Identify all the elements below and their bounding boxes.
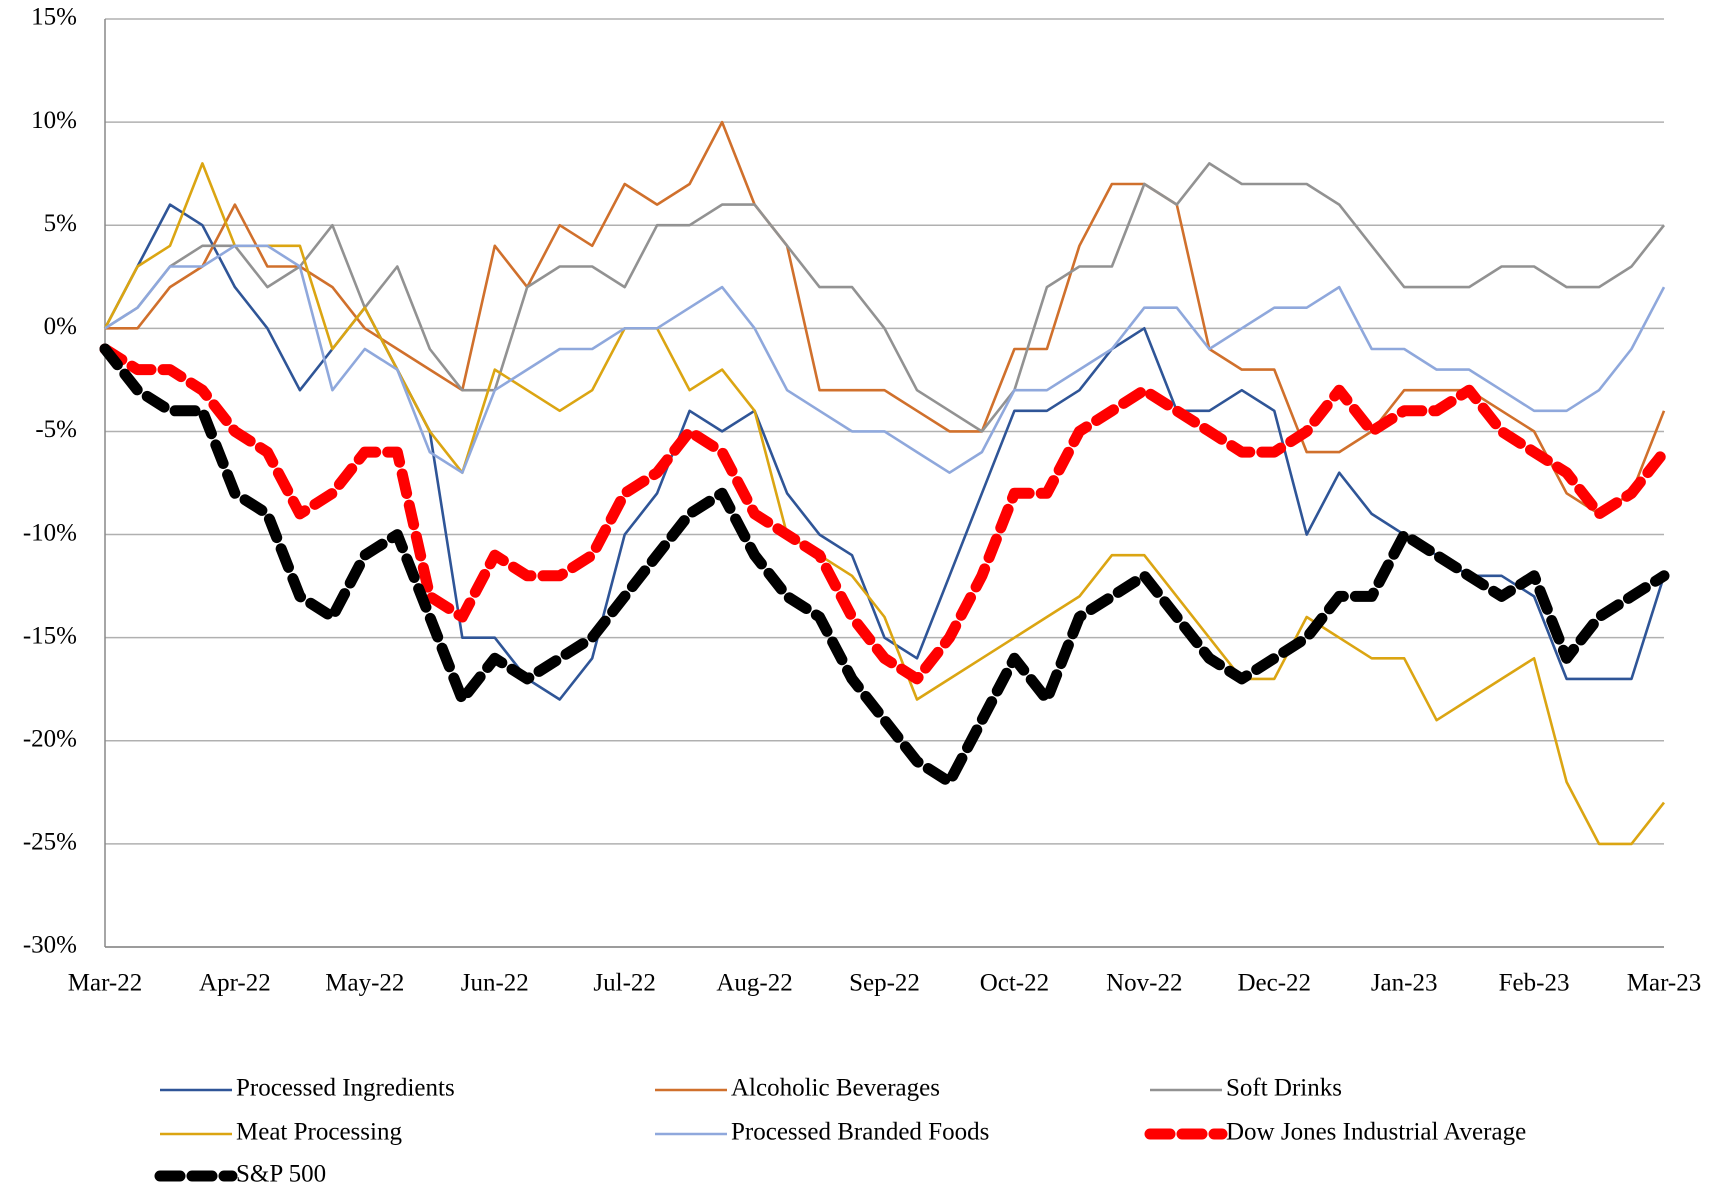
x-tick-label: Mar-22 [68, 970, 142, 997]
legend-label: Soft Drinks [1226, 1075, 1342, 1102]
y-tick-label: -30% [23, 932, 77, 959]
legend-label: Processed Ingredients [236, 1075, 455, 1102]
series-line [105, 120, 1666, 516]
series-line [103, 203, 1666, 701]
x-tick-label: Jun-22 [461, 970, 529, 997]
x-tick-label: Oct-22 [980, 970, 1049, 997]
x-tick-label: Feb-23 [1499, 970, 1570, 997]
legend-label: S&P 500 [236, 1161, 326, 1188]
series-line [104, 244, 1666, 475]
y-tick-label: -15% [23, 622, 77, 649]
series-line [99, 343, 1670, 788]
y-tick-label: -25% [23, 829, 77, 856]
y-tick-label: 10% [31, 107, 77, 134]
series-line [103, 162, 1666, 846]
y-tick-label: -20% [23, 726, 77, 753]
x-tick-label: Sep-22 [849, 970, 920, 997]
x-tick-label: Nov-22 [1106, 970, 1182, 997]
x-tick-label: Jan-23 [1371, 970, 1438, 997]
x-tick-label: Apr-22 [199, 970, 271, 997]
legend-label: Alcoholic Beverages [731, 1075, 940, 1102]
x-tick-label: Dec-22 [1237, 970, 1311, 997]
y-tick-label: 0% [44, 313, 77, 340]
x-tick-label: May-22 [325, 970, 404, 997]
y-tick-label: 15% [31, 4, 77, 31]
legend-label: Meat Processing [236, 1119, 402, 1146]
legend-label: Processed Branded Foods [731, 1119, 989, 1146]
x-tick-label: Aug-22 [716, 970, 792, 997]
x-tick-label: Mar-23 [1627, 970, 1701, 997]
legend-label: Dow Jones Industrial Average [1226, 1119, 1526, 1146]
y-tick-label: -5% [35, 416, 77, 443]
y-tick-label: -10% [23, 519, 77, 546]
series-line [99, 343, 1670, 685]
y-tick-label: 5% [44, 210, 77, 237]
x-tick-label: Jul-22 [593, 970, 656, 997]
